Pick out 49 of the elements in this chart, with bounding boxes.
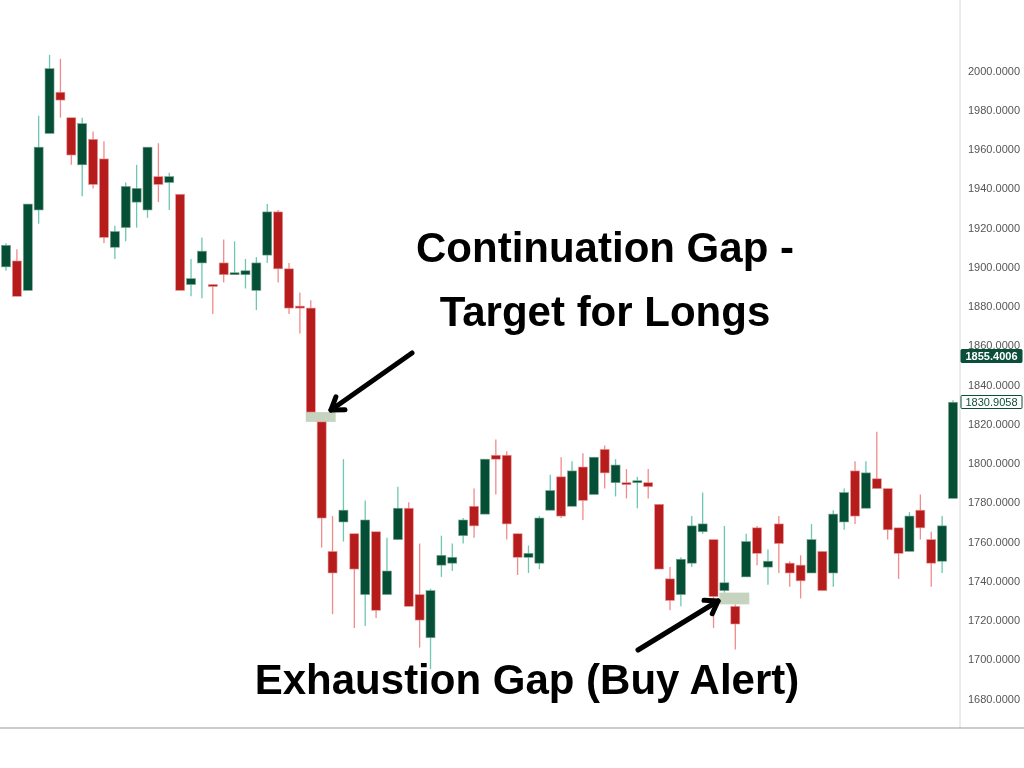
y-tick-label: 1760.0000: [968, 535, 1020, 548]
candlestick: [197, 236, 207, 299]
y-tick-label: 1680.0000: [968, 692, 1020, 705]
candlestick: [458, 517, 468, 545]
y-tick-label: 1960.0000: [968, 143, 1020, 156]
candlestick: [218, 238, 229, 284]
candlestick: [153, 142, 164, 203]
text: 1855.4006: [965, 350, 1018, 362]
y-tick-label: 1780.0000: [968, 496, 1020, 509]
candlestick: [164, 172, 175, 211]
candlestick: [1, 242, 11, 272]
y-tick-label: 1880.0000: [968, 300, 1020, 313]
y-tick-label: 1800.0000: [968, 457, 1020, 470]
candlestick: [208, 283, 218, 315]
candlestick: [110, 225, 120, 260]
candlestick: [926, 531, 937, 588]
y-tick-label: 1920.0000: [968, 221, 1020, 234]
candlestick: [599, 444, 610, 490]
y-tick-label: 1840.0000: [968, 378, 1020, 391]
y-tick-label: 1860.0000: [968, 339, 1020, 352]
y-tick-label: 1940.0000: [968, 182, 1020, 195]
candlestick: [763, 548, 773, 586]
y-tick-label: 1980.0000: [968, 103, 1020, 116]
text: 1830.9058: [965, 396, 1018, 408]
annotation: Exhaustion Gap (Buy Alert): [254, 656, 800, 703]
candlestick: [469, 487, 479, 539]
candlestick: [730, 603, 741, 651]
y-tick-label: 1700.0000: [968, 653, 1020, 666]
candlestick: [621, 468, 632, 500]
candlestick: [55, 58, 66, 119]
y-tick-label: 1720.0000: [968, 614, 1020, 627]
y-tick-label: 2000.0000: [968, 64, 1020, 77]
annotation: Continuation Gap - Target for Longs: [416, 224, 794, 335]
candlestick: [915, 493, 926, 541]
candlestick: [545, 474, 556, 511]
candlestick: [512, 533, 523, 576]
y-tick-label: 1900.0000: [968, 260, 1020, 273]
candlestick: [665, 566, 675, 611]
candlestick: [327, 515, 338, 615]
y-tick-label: 1740.0000: [968, 574, 1020, 587]
candlestick: [774, 515, 784, 574]
candlestick: [338, 458, 349, 543]
candlestick: [382, 537, 392, 596]
candlestick: [610, 458, 621, 498]
candlestick: [186, 258, 196, 297]
y-tick-label: 1820.0000: [968, 417, 1020, 430]
candlestick: [643, 468, 654, 500]
candlestick: [719, 525, 730, 594]
candlestick: [632, 476, 643, 509]
